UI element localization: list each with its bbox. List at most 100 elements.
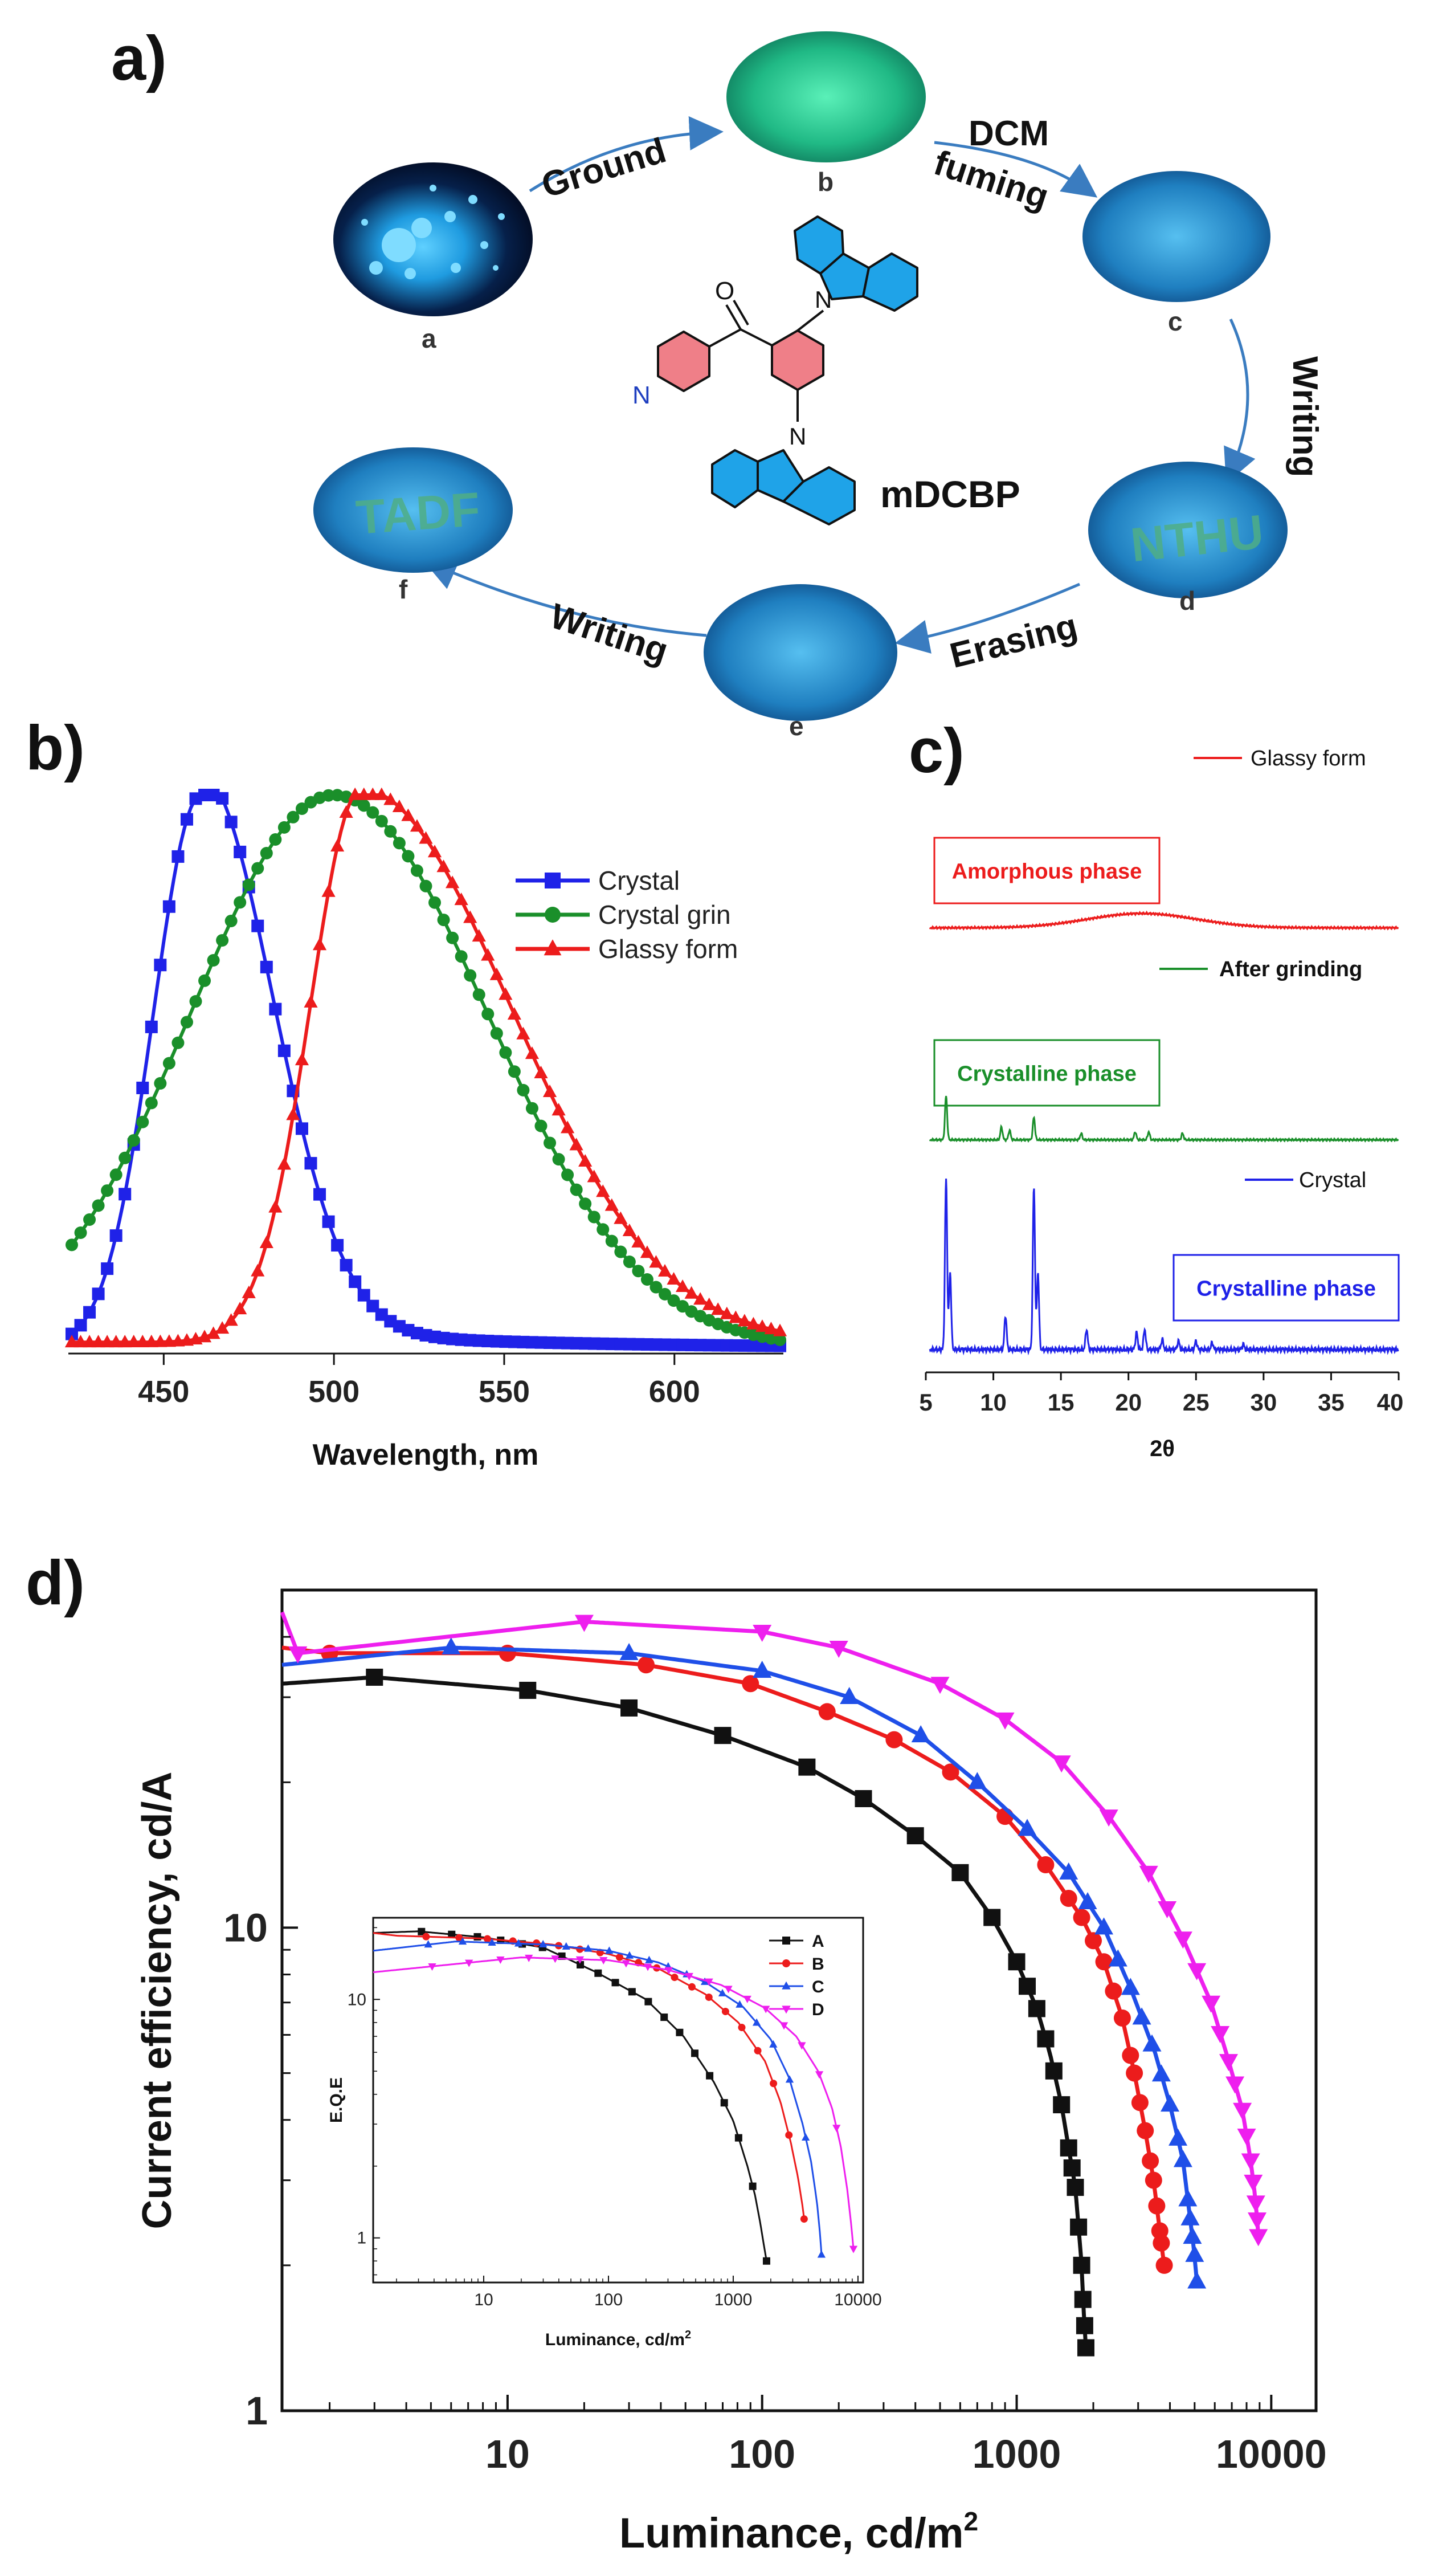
inset-legend-label: D: [812, 2000, 824, 2019]
spectrum-marker-0: [331, 1238, 344, 1252]
spectrum-marker-2: [286, 1107, 300, 1120]
inset-legend-marker: [782, 1981, 791, 1990]
inset-marker-c: [458, 1937, 467, 1945]
spectrum-marker-2: [91, 1335, 105, 1348]
spectrum-marker-1: [632, 1265, 645, 1278]
central-phenyl-ring: [771, 329, 824, 391]
efficiency-marker-b: [942, 1763, 959, 1781]
spectrum-marker-2: [534, 1065, 548, 1078]
cycle-arrow-ground: [529, 116, 724, 193]
c-x-tick-label: 10: [980, 1389, 1007, 1416]
panel-d-ticks: 10 100 1000 10000 1 10: [223, 1636, 1327, 2476]
spectrum-marker-1: [464, 969, 477, 982]
spectrum-marker-1: [499, 1046, 512, 1059]
spectrum-marker-2: [251, 1263, 265, 1277]
inset-y-axis-title: E.Q.E: [327, 2077, 346, 2123]
xrd-line-crystal: [929, 1179, 1399, 1356]
efficiency-marker-a: [983, 1909, 1001, 1926]
step-label-ground: Ground: [537, 131, 671, 205]
inset-marker-d: [849, 2245, 858, 2253]
spectrum-marker-1: [517, 1083, 530, 1097]
efficiency-marker-a: [1074, 2290, 1092, 2308]
spectrum-marker-2: [321, 884, 336, 897]
spectrum-marker-2: [295, 1053, 309, 1066]
d-x-tick-label: 10000: [1216, 2432, 1327, 2476]
efficiency-marker-a: [1037, 2030, 1055, 2048]
spectrum-marker-1: [207, 954, 220, 967]
efficiency-marker-a: [1076, 2317, 1093, 2334]
spectrum-marker-2: [357, 787, 371, 800]
spectrum-marker-1: [570, 1183, 583, 1196]
spectrum-marker-2: [551, 1103, 566, 1116]
sample-letter-f: f: [399, 574, 408, 604]
efficiency-marker-d: [930, 1677, 950, 1694]
inset-marker-d: [685, 1972, 693, 1980]
c-phase-label: Crystalline phase: [1196, 1277, 1376, 1301]
efficiency-marker-c: [1078, 1892, 1097, 1909]
spectrum-marker-0: [304, 1157, 317, 1170]
spectrum-marker-1: [490, 1027, 503, 1040]
c-phase-label: Crystalline phase: [957, 1062, 1137, 1086]
efficiency-marker-b: [637, 1656, 655, 1674]
spectrum-marker-2: [702, 1297, 716, 1310]
efficiency-marker-c: [1142, 2034, 1162, 2052]
efficiency-marker-b: [1148, 2197, 1166, 2215]
spectrum-marker-2: [100, 1335, 115, 1348]
efficiency-marker-d: [1249, 2229, 1268, 2247]
inset-marker-d: [551, 1955, 559, 1963]
spectrum-marker-0: [145, 1020, 158, 1033]
sample-letter-b: b: [818, 167, 834, 197]
efficiency-marker-a: [1067, 2179, 1084, 2196]
spectrum-marker-2: [153, 1334, 167, 1347]
carbazole-lower-ring-1: [711, 449, 759, 508]
inset-marker-a: [448, 1930, 456, 1938]
xrd-line-glassy-form: [929, 910, 1399, 931]
efficiency-marker-b: [1126, 2064, 1143, 2082]
spectrum-marker-1: [136, 1115, 149, 1128]
inset-marker-c: [605, 1946, 614, 1954]
efficiency-marker-d: [829, 1641, 848, 1658]
inset-x-tick-label: 10000: [834, 2290, 881, 2309]
spectrum-marker-1: [65, 1238, 78, 1252]
c-x-tick-label: 20: [1115, 1389, 1142, 1416]
inset-marker-d: [525, 1954, 533, 1962]
inset-marker-d: [705, 1978, 713, 1986]
spectrum-marker-2: [339, 805, 353, 818]
inset-legend-label: A: [812, 1932, 824, 1951]
carbazole-upper-pyrrole: [819, 252, 870, 300]
inset-line-d: [373, 1957, 855, 2249]
spectrum-marker-1: [269, 833, 282, 846]
spectrum-marker-2: [525, 1046, 540, 1059]
efficiency-marker-c: [1121, 1978, 1140, 1995]
efficiency-marker-b: [1153, 2234, 1170, 2252]
cycle-arrow-fuming: [934, 141, 1098, 198]
inset-marker-a: [660, 2013, 668, 2021]
spectrum-marker-2: [446, 875, 460, 888]
spectrum-marker-2: [472, 929, 486, 942]
inset-ticks: 10 100 1000 10000 1 10: [348, 1927, 882, 2309]
spectrum-marker-0: [224, 816, 238, 829]
inset-line-c: [373, 1941, 823, 2255]
spectrum-marker-1: [481, 1008, 495, 1021]
efficiency-marker-d: [1173, 1931, 1192, 1949]
efficiency-marker-a: [906, 1827, 924, 1845]
spectrum-marker-0: [260, 960, 273, 973]
inset-legend-label: C: [812, 1978, 824, 1996]
xrd-line-after-grinding: [929, 1095, 1399, 1143]
spectrum-marker-0: [295, 1122, 308, 1135]
spectrum-marker-1: [667, 1294, 680, 1307]
spectrum-marker-2: [578, 1154, 593, 1167]
c-x-tick-label: 5: [919, 1389, 932, 1416]
inset-marker-c: [700, 1977, 709, 1985]
step-label-erasing: Erasing: [946, 606, 1081, 676]
inset-marker-c: [584, 1944, 593, 1952]
inset-marker-b: [422, 1933, 430, 1941]
c-x-tick-label: 35: [1318, 1389, 1345, 1416]
inset-marker-b: [754, 2047, 762, 2055]
spectrum-marker-1: [357, 799, 370, 812]
efficiency-marker-c: [1185, 2244, 1204, 2262]
spectrum-marker-0: [349, 1275, 362, 1288]
spectrum-marker-2: [215, 1321, 230, 1334]
spectrum-marker-1: [322, 789, 335, 802]
inset-marker-c: [817, 2250, 826, 2258]
